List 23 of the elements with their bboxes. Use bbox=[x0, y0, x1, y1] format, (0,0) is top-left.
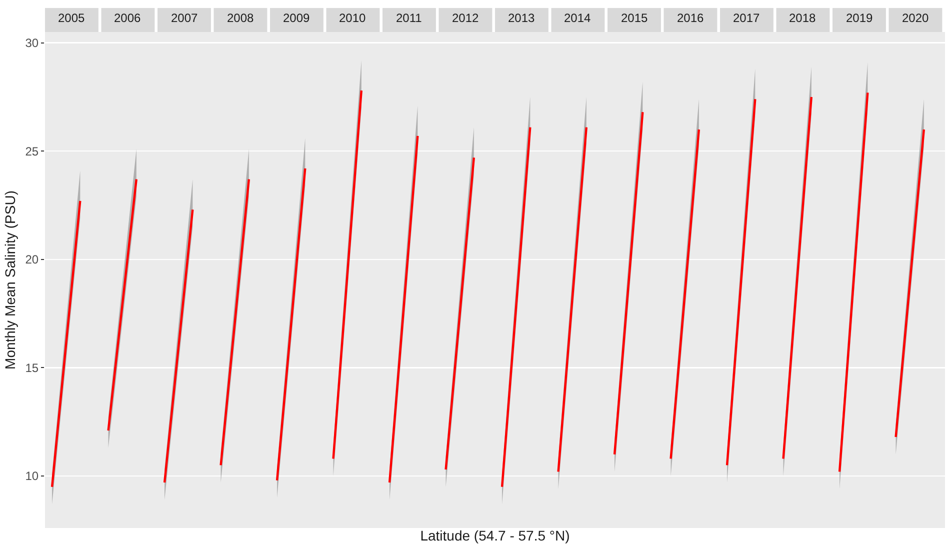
text: 2011 bbox=[396, 11, 422, 25]
text: 2007 bbox=[171, 11, 198, 25]
y-tick-label: 15 bbox=[25, 360, 39, 375]
text: 2014 bbox=[564, 11, 592, 25]
text: 2016 bbox=[677, 11, 704, 25]
text: 2017 bbox=[733, 11, 760, 25]
y-tick-label: 10 bbox=[25, 469, 39, 484]
text: 2018 bbox=[789, 11, 816, 25]
y-tick-label: 20 bbox=[25, 252, 39, 267]
x-axis-title: Latitude (54.7 - 57.5 °N) bbox=[420, 527, 570, 544]
text: 2015 bbox=[621, 11, 648, 25]
text: 2008 bbox=[227, 11, 254, 25]
y-tick-label: 25 bbox=[25, 144, 39, 158]
text: 2019 bbox=[846, 11, 874, 25]
text: 2012 bbox=[452, 11, 480, 25]
text: 2009 bbox=[283, 11, 310, 25]
text: 2013 bbox=[508, 11, 536, 25]
text: 2005 bbox=[58, 11, 86, 25]
y-axis-title: Monthly Mean Salinity (PSU) bbox=[2, 190, 18, 370]
y-tick-label: 30 bbox=[25, 36, 39, 50]
text: 2010 bbox=[339, 11, 366, 25]
text: 2006 bbox=[114, 11, 142, 25]
text: 2020 bbox=[902, 11, 930, 25]
